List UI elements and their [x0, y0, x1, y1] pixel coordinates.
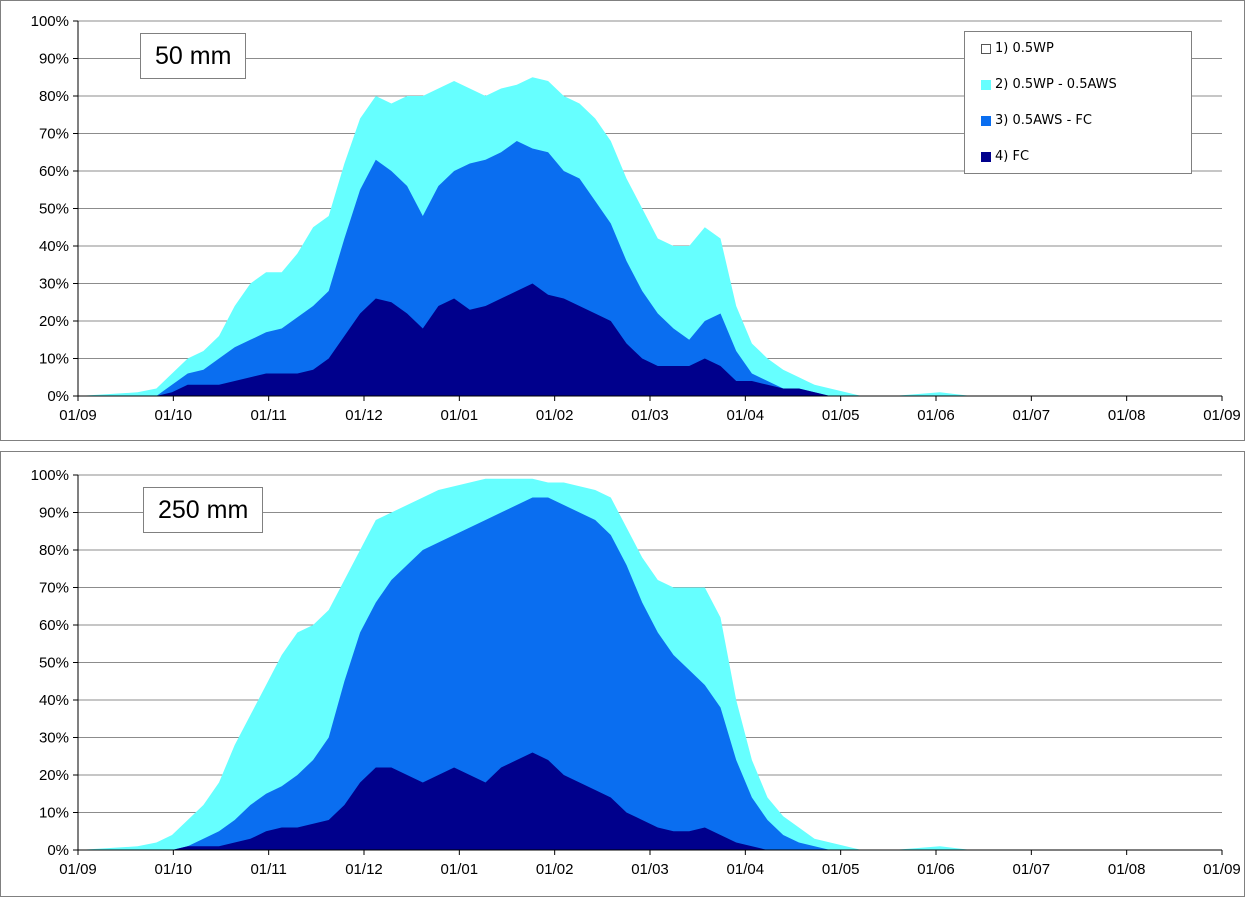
series-fc-area	[78, 283, 1222, 396]
x-tick-label: 01/08	[1108, 861, 1146, 878]
x-tick-label: 01/11	[250, 861, 286, 878]
y-tick-label: 70%	[39, 126, 69, 143]
y-tick-label: 40%	[39, 692, 69, 709]
x-tick-label: 01/09	[1203, 407, 1241, 424]
legend: 1) 0.5WP 2) 0.5WP - 0.5AWS 3) 0.5AWS - F…	[964, 31, 1192, 174]
legend-label-05aws-fc: 3) 0.5AWS - FC	[995, 113, 1092, 128]
y-tick-label: 80%	[39, 88, 69, 105]
y-tick-label: 30%	[39, 730, 69, 747]
legend-item-05aws-fc: 3) 0.5AWS - FC	[981, 112, 1092, 130]
legend-swatch-fc	[981, 152, 991, 162]
y-tick-label: 100%	[31, 467, 69, 484]
y-tick-label: 50%	[39, 201, 69, 218]
x-tick-label: 01/11	[250, 407, 286, 424]
legend-swatch-05wp	[981, 44, 991, 54]
y-tick-label: 100%	[31, 13, 69, 30]
x-tick-label: 01/08	[1108, 407, 1146, 424]
x-tick-label: 01/12	[345, 861, 383, 878]
x-tick-label: 01/03	[631, 861, 669, 878]
legend-label-fc: 4) FC	[995, 149, 1030, 164]
x-tick-label: 01/12	[345, 407, 383, 424]
y-tick-label: 30%	[39, 276, 69, 293]
legend-swatch-05aws-fc	[981, 116, 991, 126]
y-tick-label: 60%	[39, 617, 69, 634]
x-tick-label: 01/09	[59, 407, 97, 424]
y-tick-label: 40%	[39, 238, 69, 255]
y-tick-label: 20%	[39, 313, 69, 330]
y-tick-label: 10%	[39, 805, 69, 822]
panel-title-50mm: 50 mm	[140, 33, 247, 79]
series-05aws-fc-area	[78, 497, 1222, 850]
y-tick-label: 80%	[39, 542, 69, 559]
chart-panel-250mm: 0% 10% 20% 30% 40% 50% 60% 70% 80% 90% 100% 01/09 01…	[0, 451, 1245, 897]
legend-item-fc: 4) FC	[981, 148, 1030, 166]
y-tick-label: 0%	[47, 388, 69, 405]
y-tick-label: 90%	[39, 505, 69, 522]
series-fc-area	[78, 752, 1222, 850]
y-tick-label: 0%	[47, 842, 69, 859]
legend-swatch-05wp-05aws	[981, 80, 991, 90]
x-tick-label: 01/02	[536, 407, 574, 424]
x-tick-label: 01/01	[441, 407, 479, 424]
x-tick-label: 01/04	[727, 407, 765, 424]
x-tick-label: 01/07	[1013, 861, 1051, 878]
x-tick-label: 01/09	[59, 861, 97, 878]
x-tick-label: 01/10	[155, 407, 193, 424]
x-tick-label: 01/09	[1203, 861, 1241, 878]
chart-50mm: 0% 10% 20% 30% 40% 50% 60% 70% 80% 90% 100% 01/09 01…	[0, 0, 1245, 441]
legend-label-05wp-05aws: 2) 0.5WP - 0.5AWS	[995, 77, 1117, 92]
legend-item-05wp-05aws: 2) 0.5WP - 0.5AWS	[981, 76, 1117, 94]
y-tick-label: 10%	[39, 351, 69, 368]
x-tick-label: 01/06	[917, 407, 955, 424]
y-tick-label: 90%	[39, 51, 69, 68]
x-tick-label: 01/02	[536, 861, 574, 878]
legend-label-05wp: 1) 0.5WP	[995, 41, 1054, 56]
legend-item-05wp: 1) 0.5WP	[981, 40, 1054, 58]
x-tick-label: 01/05	[822, 861, 860, 878]
x-tick-label: 01/07	[1013, 407, 1051, 424]
x-tick-label: 01/05	[822, 407, 860, 424]
y-tick-label: 20%	[39, 767, 69, 784]
x-tick-label: 01/10	[155, 861, 193, 878]
x-tick-label: 01/03	[631, 407, 669, 424]
chart-250mm: 0% 10% 20% 30% 40% 50% 60% 70% 80% 90% 100% 01/09 01…	[0, 451, 1245, 897]
y-tick-label: 50%	[39, 655, 69, 672]
x-tick-label: 01/06	[917, 861, 955, 878]
y-tick-label: 70%	[39, 580, 69, 597]
chart-panel-50mm: 0% 10% 20% 30% 40% 50% 60% 70% 80% 90% 100% 01/09 01…	[0, 0, 1245, 441]
x-tick-label: 01/04	[727, 861, 765, 878]
x-tick-label: 01/01	[441, 861, 479, 878]
y-tick-label: 60%	[39, 163, 69, 180]
panel-title-250mm: 250 mm	[143, 487, 264, 533]
